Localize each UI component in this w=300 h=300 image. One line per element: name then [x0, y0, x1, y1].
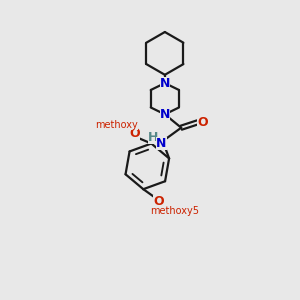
Text: methoxy5: methoxy5 — [150, 206, 199, 216]
Text: N: N — [156, 137, 166, 150]
Text: O: O — [198, 116, 208, 129]
Text: O: O — [153, 195, 164, 208]
Text: methoxy: methoxy — [95, 120, 138, 130]
Text: O: O — [129, 127, 140, 140]
Text: N: N — [160, 76, 170, 90]
Text: N: N — [160, 108, 170, 121]
Text: H: H — [148, 131, 158, 144]
